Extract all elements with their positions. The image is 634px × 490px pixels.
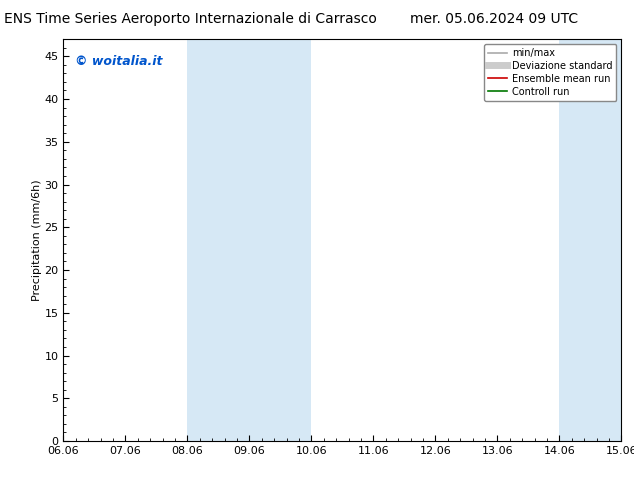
Text: ENS Time Series Aeroporto Internazionale di Carrasco: ENS Time Series Aeroporto Internazionale… <box>4 12 377 26</box>
Bar <box>188 39 311 441</box>
Text: mer. 05.06.2024 09 UTC: mer. 05.06.2024 09 UTC <box>410 12 579 26</box>
Y-axis label: Precipitation (mm/6h): Precipitation (mm/6h) <box>32 179 42 301</box>
Legend: min/max, Deviazione standard, Ensemble mean run, Controll run: min/max, Deviazione standard, Ensemble m… <box>484 44 616 100</box>
Text: © woitalia.it: © woitalia.it <box>75 55 162 68</box>
Bar <box>559 39 634 441</box>
